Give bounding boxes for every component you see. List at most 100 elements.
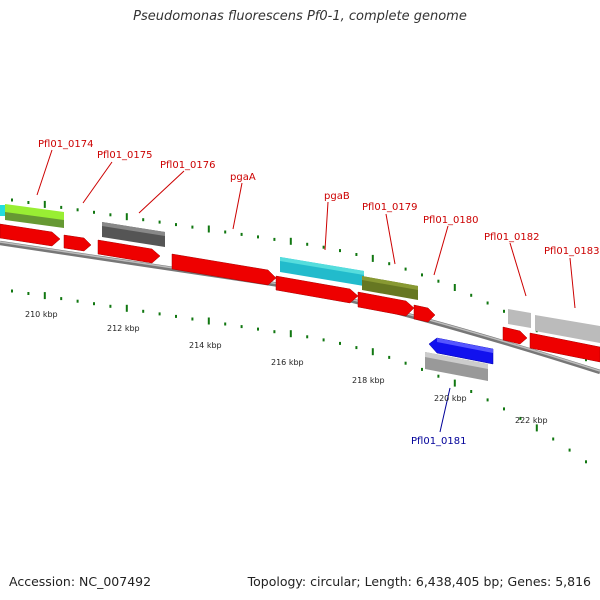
feature-bar-grey-0182[interactable] bbox=[508, 309, 531, 328]
upper-tick bbox=[60, 205, 63, 209]
upper-tick bbox=[125, 213, 128, 221]
gene-label-pfl01-0179[interactable]: Pfl01_0179 bbox=[362, 202, 418, 213]
upper-tick bbox=[11, 198, 13, 202]
upper-tick bbox=[207, 225, 210, 233]
accession-text: Accession: NC_007492 bbox=[9, 574, 152, 589]
lower-tick bbox=[552, 437, 555, 441]
genome-summary-text: Topology: circular; Length: 6,438,405 bp… bbox=[247, 574, 591, 589]
lower-tick bbox=[60, 297, 63, 301]
feature-track bbox=[0, 204, 600, 381]
lower-tick bbox=[470, 390, 473, 393]
upper-tick bbox=[371, 254, 374, 262]
lower-tick bbox=[421, 367, 423, 371]
upper-tick bbox=[191, 225, 194, 229]
callout-line-0181 bbox=[439, 387, 451, 433]
map-title: Pseudomonas fluorescens Pf0-1, complete … bbox=[133, 9, 467, 24]
upper-tick bbox=[142, 218, 145, 222]
upper-tick bbox=[224, 230, 227, 234]
gene-label-pfl01-0175[interactable]: Pfl01_0175 bbox=[97, 150, 153, 161]
lower-tick bbox=[175, 314, 177, 318]
upper-tick bbox=[240, 232, 243, 236]
upper-tick bbox=[273, 237, 276, 241]
lower-tick bbox=[388, 355, 391, 359]
feature-bar-olive-left[interactable] bbox=[5, 212, 64, 228]
lower-tick bbox=[371, 348, 374, 356]
gene-label-pfl01-0183[interactable]: Pfl01_0183 bbox=[544, 246, 600, 257]
upper-tick bbox=[486, 301, 489, 305]
gene-label-pfl01-0174[interactable]: Pfl01_0174 bbox=[38, 139, 94, 150]
forward-gene-track bbox=[0, 223, 600, 363]
scale-label-212: 212 kbp bbox=[107, 324, 140, 333]
upper-tick bbox=[388, 262, 391, 266]
upper-tick bbox=[322, 245, 325, 249]
upper-tick bbox=[437, 279, 440, 283]
upper-tick bbox=[76, 208, 79, 212]
lower-tick bbox=[109, 304, 112, 308]
gene-arrow-pfl01-0181[interactable] bbox=[428, 337, 494, 365]
lower-tick bbox=[93, 302, 95, 306]
gene-arrow-pgaa[interactable] bbox=[171, 253, 277, 286]
gene-arrow-pfl01-0174[interactable] bbox=[0, 223, 61, 247]
lower-tick bbox=[125, 304, 128, 312]
lower-tick bbox=[437, 374, 440, 378]
lower-tick bbox=[158, 312, 161, 316]
lower-tick bbox=[27, 292, 30, 295]
scale-label-222: 222 kbp bbox=[515, 416, 548, 425]
gene-arrow-pfl01-0183[interactable] bbox=[529, 332, 600, 363]
lower-tick bbox=[585, 460, 587, 464]
scale-label-216: 216 kbp bbox=[271, 358, 304, 367]
lower-tick bbox=[322, 338, 325, 342]
upper-tick bbox=[503, 309, 505, 313]
lower-tick bbox=[273, 330, 276, 334]
gene-arrow-pfl01-0175[interactable] bbox=[63, 234, 92, 252]
lower-tick bbox=[535, 424, 538, 432]
upper-tick bbox=[257, 235, 259, 239]
lower-tick bbox=[76, 299, 79, 303]
upper-tick bbox=[158, 220, 161, 224]
upper-tick bbox=[453, 284, 456, 291]
scale-label-210: 210 kbp bbox=[25, 310, 58, 319]
lower-tick bbox=[191, 317, 194, 321]
lower-tick bbox=[11, 289, 13, 293]
feature-bar-cyan-left[interactable] bbox=[0, 205, 6, 216]
lower-tick bbox=[453, 379, 456, 387]
gene-label-pfl01-0182[interactable]: Pfl01_0182 bbox=[484, 232, 540, 243]
upper-tick bbox=[93, 210, 95, 214]
lower-tick bbox=[142, 309, 145, 313]
gene-label-pfl01-0176[interactable]: Pfl01_0176 bbox=[160, 160, 216, 171]
gene-arrow-pfl01-0182[interactable] bbox=[502, 326, 528, 345]
lower-tick bbox=[257, 327, 259, 331]
upper-tick bbox=[306, 242, 309, 246]
lower-tick bbox=[339, 341, 341, 345]
lower-tick bbox=[43, 292, 46, 300]
lower-tick bbox=[240, 325, 243, 329]
scale-label-214: 214 kbp bbox=[189, 341, 222, 350]
feature-bar-grey-0183[interactable] bbox=[535, 315, 600, 343]
lower-tick bbox=[224, 322, 227, 326]
gene-arrow-pfl01-0179[interactable] bbox=[357, 291, 415, 317]
gene-arrow-pfl01-0180[interactable] bbox=[413, 304, 436, 323]
lower-tick-row bbox=[11, 289, 587, 464]
gene-label-pfl01-0181[interactable]: Pfl01_0181 bbox=[411, 436, 467, 447]
lower-tick bbox=[503, 407, 505, 411]
upper-tick bbox=[421, 273, 423, 277]
upper-tick bbox=[27, 201, 30, 204]
gene-label-pfl01-0180[interactable]: Pfl01_0180 bbox=[423, 215, 479, 226]
lower-tick bbox=[207, 317, 210, 325]
callout-lines bbox=[36, 149, 576, 309]
feature-bar-lime[interactable] bbox=[5, 204, 64, 222]
lower-tick bbox=[404, 361, 407, 365]
upper-tick bbox=[109, 213, 112, 217]
lower-tick bbox=[355, 346, 358, 350]
upper-tick bbox=[175, 223, 177, 227]
upper-tick bbox=[355, 253, 358, 256]
upper-tick bbox=[339, 249, 341, 253]
lower-tick bbox=[289, 330, 292, 338]
gene-label-pgaa[interactable]: pgaA bbox=[230, 172, 256, 183]
gene-label-pgab[interactable]: pgaB bbox=[324, 191, 350, 202]
upper-tick bbox=[404, 267, 407, 271]
gene-arrow-pgab[interactable] bbox=[275, 275, 359, 304]
upper-tick bbox=[585, 358, 587, 362]
gene-arrow-pfl01-0176[interactable] bbox=[97, 239, 161, 264]
